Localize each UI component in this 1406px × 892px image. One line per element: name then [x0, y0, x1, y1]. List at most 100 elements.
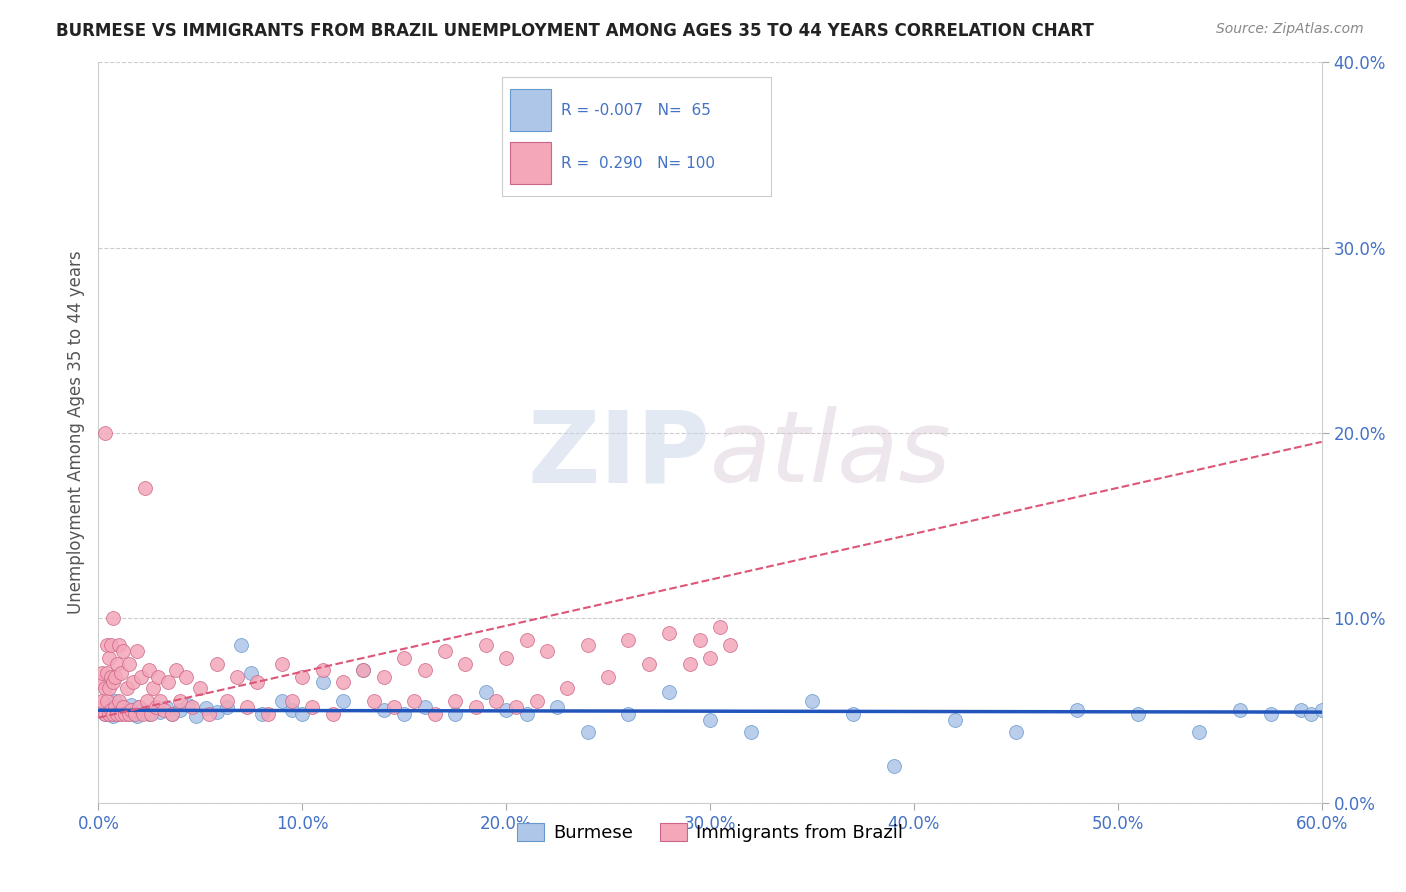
Text: atlas: atlas	[710, 407, 952, 503]
Point	[141, 706, 163, 721]
Point	[454, 657, 477, 671]
Point	[128, 699, 150, 714]
Point	[516, 706, 538, 721]
Point	[617, 632, 640, 647]
Point	[96, 666, 118, 681]
Text: Source: ZipAtlas.com: Source: ZipAtlas.com	[1216, 22, 1364, 37]
Point	[658, 625, 681, 640]
Point	[943, 713, 966, 727]
Point	[546, 699, 568, 714]
Point	[122, 675, 145, 690]
Point	[576, 725, 599, 739]
Point	[352, 663, 374, 677]
Point	[100, 670, 122, 684]
Point	[474, 639, 498, 653]
Point	[1310, 703, 1333, 717]
Point	[413, 699, 436, 714]
Point	[1229, 703, 1251, 717]
Point	[89, 703, 111, 717]
Point	[495, 703, 517, 717]
Point	[115, 681, 138, 695]
Point	[155, 699, 177, 714]
Point	[464, 699, 486, 714]
Point	[215, 694, 238, 708]
Point	[392, 651, 416, 665]
Point	[413, 663, 436, 677]
Point	[97, 705, 120, 719]
Point	[110, 699, 132, 714]
Point	[136, 694, 159, 708]
Point	[332, 694, 354, 708]
Point	[236, 699, 259, 714]
Point	[96, 694, 118, 708]
Point	[93, 706, 115, 721]
Point	[122, 703, 145, 717]
Point	[105, 657, 128, 671]
Point	[205, 657, 228, 671]
Point	[142, 681, 165, 695]
Point	[231, 639, 253, 653]
Point	[404, 694, 426, 708]
Point	[516, 632, 538, 647]
Point	[281, 703, 304, 717]
Point	[186, 708, 208, 723]
Point	[637, 657, 661, 671]
Point	[152, 703, 174, 717]
Point	[97, 681, 120, 695]
Point	[740, 725, 762, 739]
Point	[127, 708, 149, 723]
Point	[679, 657, 702, 671]
Point	[108, 639, 131, 653]
Point	[100, 698, 122, 712]
Point	[256, 706, 278, 721]
Point	[434, 644, 457, 658]
Point	[205, 705, 228, 719]
Point	[188, 681, 212, 695]
Point	[246, 675, 269, 690]
Point	[101, 610, 124, 624]
Point	[138, 706, 160, 721]
Point	[96, 639, 118, 653]
Point	[240, 666, 263, 681]
Point	[332, 675, 354, 690]
Point	[127, 644, 149, 658]
Y-axis label: Unemployment Among Ages 35 to 44 years: Unemployment Among Ages 35 to 44 years	[66, 251, 84, 615]
Point	[165, 663, 187, 677]
Point	[104, 694, 127, 708]
Point	[495, 651, 517, 665]
Point	[699, 651, 721, 665]
Point	[197, 706, 219, 721]
Point	[108, 706, 131, 721]
Point	[270, 694, 294, 708]
Point	[97, 651, 120, 665]
Point	[156, 675, 179, 690]
Point	[111, 699, 134, 714]
Point	[181, 699, 204, 714]
Point	[322, 706, 344, 721]
Point	[96, 701, 118, 715]
Point	[120, 703, 142, 717]
Point	[97, 706, 120, 721]
Point	[100, 703, 122, 717]
Point	[373, 670, 395, 684]
Point	[124, 706, 146, 721]
Point	[1260, 706, 1282, 721]
Point	[617, 706, 640, 721]
Point	[108, 694, 131, 708]
Point	[1128, 706, 1150, 721]
Point	[250, 706, 273, 721]
Point	[118, 706, 141, 721]
Point	[474, 685, 498, 699]
Point	[91, 666, 114, 681]
Point	[841, 706, 863, 721]
Point	[149, 705, 172, 719]
Point	[145, 699, 167, 714]
Point	[100, 639, 122, 653]
Point	[101, 708, 124, 723]
Point	[93, 425, 115, 440]
Point	[111, 705, 134, 719]
Point	[134, 481, 156, 495]
Point	[883, 758, 905, 772]
Point	[174, 670, 197, 684]
Point	[104, 699, 127, 714]
